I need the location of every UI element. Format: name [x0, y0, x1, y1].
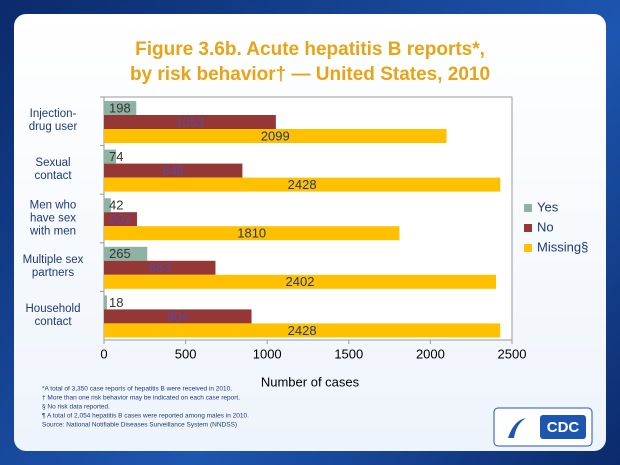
value-label: 1810 [237, 226, 266, 241]
footnote: § No risk data reported. [42, 404, 110, 411]
bar [104, 129, 447, 143]
value-label: 1053 [175, 114, 204, 129]
footnote: † More than one risk behavior may be ind… [42, 395, 240, 402]
y-tick-label: Sexual contact [34, 156, 72, 182]
legend-swatch [524, 204, 532, 212]
cdc-logo: CDC [493, 407, 593, 447]
logo-badge [540, 415, 586, 439]
value-label: 202 [110, 212, 132, 227]
value-label: 2402 [286, 274, 315, 289]
y-tick-label: Injection- drug user [28, 108, 78, 134]
x-axis-label: Number of cases [261, 374, 360, 389]
value-label: 265 [109, 246, 131, 261]
x-tick-label: 1000 [253, 346, 282, 361]
bar [104, 212, 137, 227]
bar [104, 323, 501, 338]
logo-text: CDC [547, 419, 580, 436]
value-label: 198 [109, 100, 131, 115]
bar [104, 177, 501, 192]
legend-label: Missing§ [537, 239, 588, 254]
x-tick-label: 500 [175, 346, 197, 361]
y-tick-label: Multiple sex partners [22, 254, 84, 280]
bar [104, 295, 107, 310]
footnote: ¶ A total of 2,054 hepatitis B cases wer… [42, 413, 249, 420]
bar [104, 274, 497, 289]
x-tick-label: 2000 [416, 346, 445, 361]
value-label: 2428 [288, 177, 317, 192]
chart-title: Figure 3.6b. Acute hepatitis B reports*, [135, 39, 485, 60]
bar [104, 149, 117, 164]
bar [104, 198, 111, 213]
value-label: 18 [109, 295, 123, 310]
value-label: 904 [167, 309, 189, 324]
bar [104, 309, 252, 324]
bar [104, 101, 137, 115]
value-label: 848 [162, 163, 184, 178]
bar [104, 226, 400, 241]
x-tick-label: 2500 [498, 346, 527, 361]
footnote: Source: National Notifiable Diseases Sur… [42, 422, 237, 429]
value-label: 2099 [261, 128, 290, 143]
legend-label: No [537, 219, 554, 234]
bar [104, 260, 216, 275]
footnote: *A total of 3,350 case reports of hepati… [42, 386, 232, 393]
value-label: 683 [149, 260, 171, 275]
value-label: 2428 [288, 323, 317, 338]
y-tick-label: Household contact [25, 302, 81, 328]
logo-eagle [508, 418, 526, 438]
value-label: 42 [109, 198, 123, 213]
value-label: 74 [109, 149, 123, 164]
legend-swatch [524, 224, 532, 232]
x-tick-label: 1500 [334, 346, 363, 361]
legend-swatch [524, 244, 532, 252]
bar [104, 163, 243, 178]
legend-label: Yes [537, 199, 559, 214]
bar [104, 115, 276, 129]
chart-subtitle: by risk behavior† — United States, 2010 [130, 64, 490, 85]
y-tick-label: Men who have sex with men [29, 199, 77, 237]
x-tick-label: 0 [100, 346, 107, 361]
bar [104, 246, 148, 261]
